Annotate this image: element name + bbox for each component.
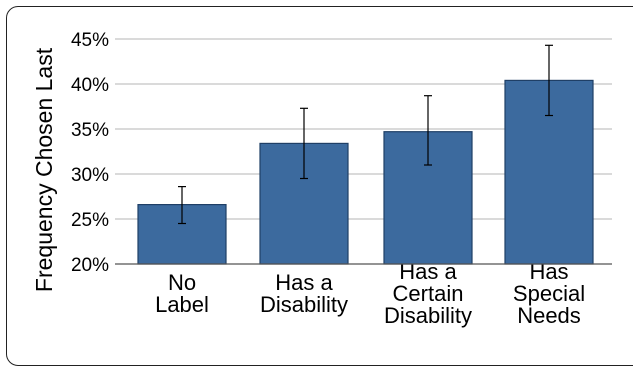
category-label: No Label: [155, 270, 209, 317]
y-tick-label: 25%: [71, 210, 109, 231]
category-labels: No Label Has a Disability Has a Certain Disabi…: [155, 259, 585, 328]
y-tick-label: 30%: [71, 165, 109, 186]
y-tick-label: 20%: [71, 255, 109, 276]
bars: [137, 79, 594, 265]
y-tick-label: 40%: [71, 75, 109, 96]
category-label: Has Special Needs: [513, 259, 585, 328]
error-bar: [545, 44, 553, 117]
error-bar: [300, 107, 308, 180]
bar-chart: 20% 25% 30% 35% 40% 45% No Label Has a Disabilit…: [31, 30, 612, 328]
y-tick-label: 45%: [71, 30, 109, 51]
y-tick-labels: 20% 25% 30% 35% 40% 45%: [71, 30, 109, 276]
y-tick-label: 35%: [71, 120, 109, 141]
error-bar: [424, 95, 432, 166]
error-bars: [178, 44, 553, 225]
category-label: Has a Disability: [260, 270, 348, 317]
error-bar: [178, 186, 186, 225]
y-axis-label: Frequency Chosen Last: [31, 47, 57, 292]
category-label: Has a Certain Disability: [384, 259, 472, 328]
